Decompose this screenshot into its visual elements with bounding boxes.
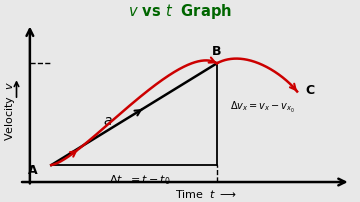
Text: $\Delta t$  $=t-t_0$: $\Delta t$ $=t-t_0$ xyxy=(109,173,170,187)
Text: Time  $t$ $\longrightarrow$: Time $t$ $\longrightarrow$ xyxy=(175,188,237,200)
Text: Velocity  $v$: Velocity $v$ xyxy=(3,81,17,141)
Text: A: A xyxy=(28,164,38,177)
Text: $v$ vs $t$  Graph: $v$ vs $t$ Graph xyxy=(127,2,231,21)
Text: $\Delta v_x = v_x - v_{x_0}$: $\Delta v_x = v_x - v_{x_0}$ xyxy=(230,100,296,115)
Text: B: B xyxy=(212,45,222,58)
Text: C: C xyxy=(305,84,314,97)
Text: $a$: $a$ xyxy=(103,114,112,128)
